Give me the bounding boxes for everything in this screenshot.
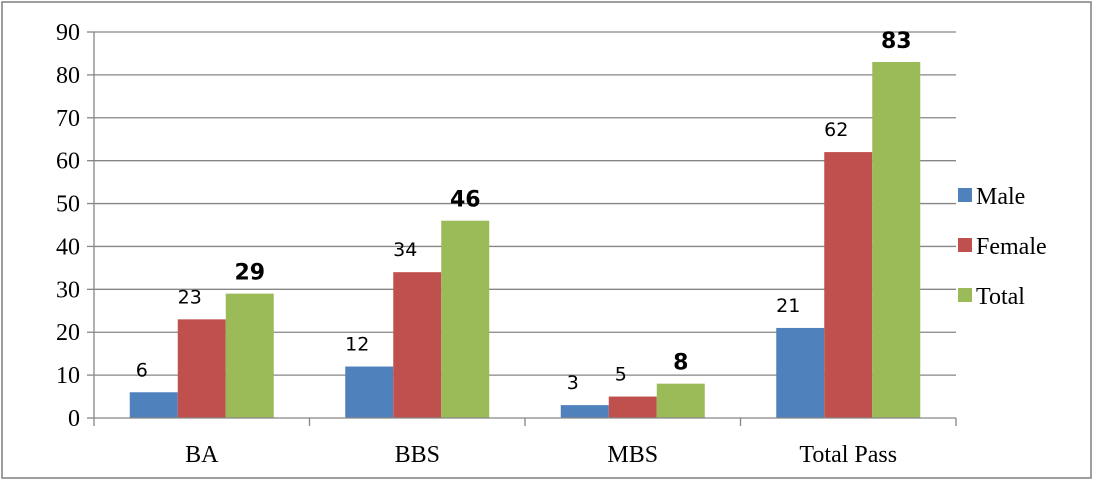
category-label: MBS <box>607 442 658 468</box>
bar-male-bbs <box>345 367 393 418</box>
data-label: 5 <box>615 364 627 386</box>
legend-swatch-female <box>958 238 972 252</box>
data-label: 46 <box>450 188 481 213</box>
y-tick-label: 60 <box>56 149 80 175</box>
legend-label-female: Female <box>976 234 1047 260</box>
bar-male-total-pass <box>776 328 824 418</box>
category-label: BBS <box>395 442 440 468</box>
data-label: 62 <box>824 119 848 141</box>
y-tick-label: 90 <box>56 20 80 46</box>
data-label: 29 <box>234 261 265 286</box>
data-label: 3 <box>567 372 579 394</box>
bar-female-mbs <box>609 397 657 418</box>
bar-female-bbs <box>393 272 441 418</box>
legend-swatch-total <box>958 288 972 302</box>
y-tick-label: 40 <box>56 234 80 260</box>
bar-female-ba <box>178 319 226 418</box>
y-tick-label: 30 <box>56 277 80 303</box>
data-label: 34 <box>393 239 417 261</box>
y-tick-label: 70 <box>56 106 80 132</box>
legend-label-male: Male <box>976 184 1025 210</box>
category-label: Total Pass <box>799 442 897 468</box>
data-label: 6 <box>136 359 148 381</box>
data-label: 83 <box>881 29 912 54</box>
data-label: 23 <box>178 286 202 308</box>
bar-female-total-pass <box>824 152 872 418</box>
bar-male-mbs <box>561 405 609 418</box>
category-label: BA <box>185 442 219 468</box>
data-label: 21 <box>776 295 800 317</box>
y-tick-label: 80 <box>56 63 80 89</box>
bar-male-ba <box>130 392 178 418</box>
y-tick-label: 50 <box>56 192 80 218</box>
data-label: 8 <box>673 351 688 376</box>
bar-total-total-pass <box>872 62 920 418</box>
y-tick-label: 10 <box>56 363 80 389</box>
y-tick-label: 0 <box>68 406 80 432</box>
legend-label-total: Total <box>976 284 1025 310</box>
bar-total-bbs <box>441 221 489 418</box>
legend-swatch-male <box>958 188 972 202</box>
y-tick-label: 20 <box>56 320 80 346</box>
data-label: 12 <box>345 334 369 356</box>
bar-total-mbs <box>657 384 705 418</box>
bar-total-ba <box>226 294 274 418</box>
